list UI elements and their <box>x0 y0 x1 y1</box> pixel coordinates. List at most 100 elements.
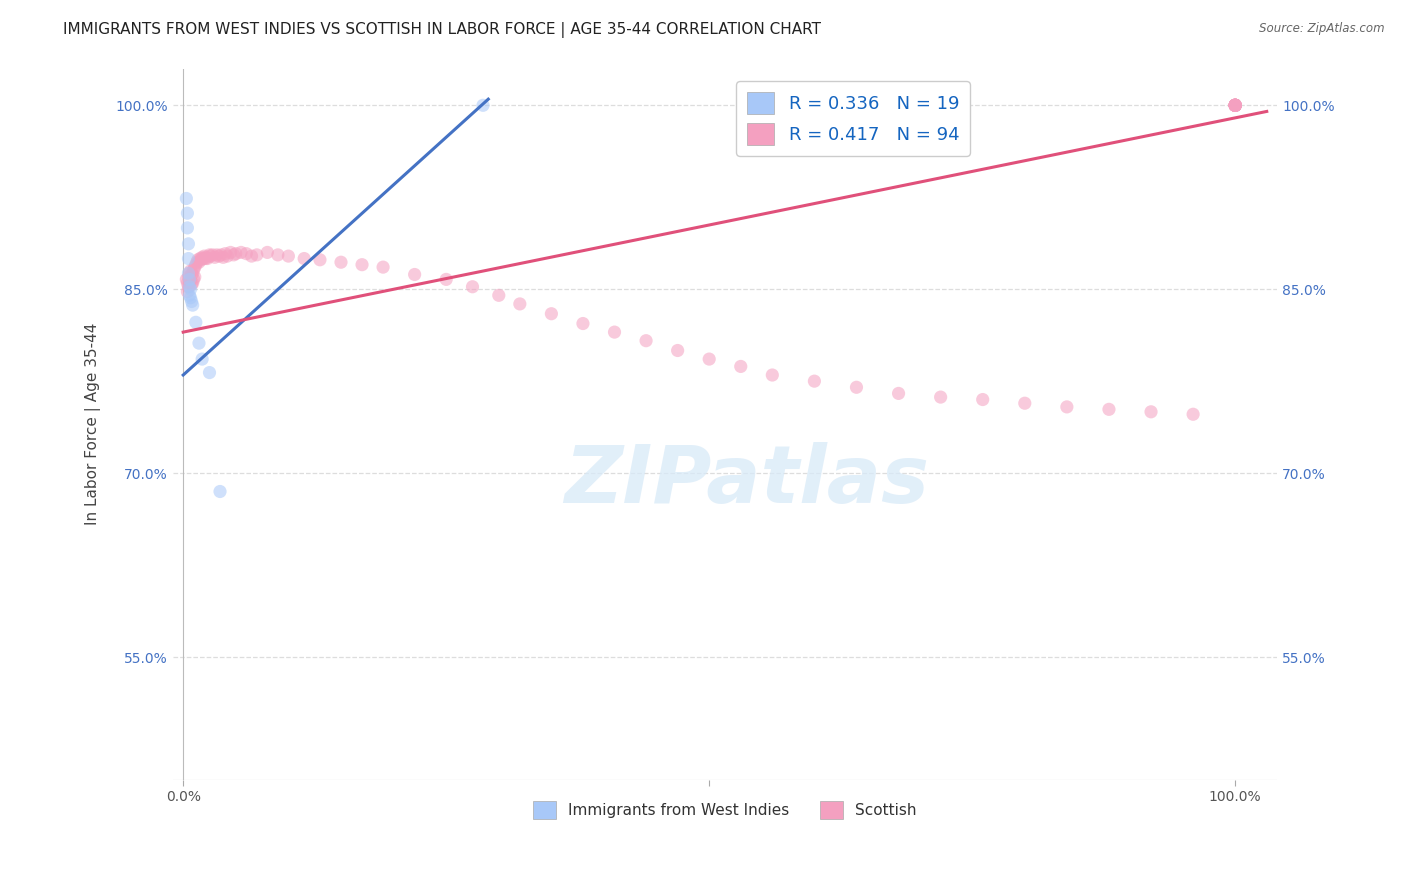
Point <box>1225 98 1247 112</box>
Y-axis label: In Labor Force | Age 35-44: In Labor Force | Age 35-44 <box>86 323 101 525</box>
Point <box>184 269 207 284</box>
Point <box>350 258 373 272</box>
Point <box>256 245 278 260</box>
Point <box>208 484 231 499</box>
Point <box>176 272 198 286</box>
Point <box>176 276 198 290</box>
Point <box>194 252 217 266</box>
Point <box>177 269 200 284</box>
Point <box>214 246 236 260</box>
Point <box>187 252 209 267</box>
Text: IMMIGRANTS FROM WEST INDIES VS SCOTTISH IN LABOR FORCE | AGE 35-44 CORRELATION C: IMMIGRANTS FROM WEST INDIES VS SCOTTISH … <box>63 22 821 38</box>
Point <box>1225 98 1247 112</box>
Point <box>472 98 495 112</box>
Point <box>217 249 239 263</box>
Point <box>184 258 207 272</box>
Point <box>177 236 200 251</box>
Point <box>176 220 198 235</box>
Point <box>188 255 211 269</box>
Point <box>540 307 562 321</box>
Point <box>188 252 211 266</box>
Point <box>205 248 228 262</box>
Point <box>509 297 531 311</box>
Point <box>434 272 457 286</box>
Point <box>180 294 202 309</box>
Point <box>181 298 204 312</box>
Point <box>180 268 202 282</box>
Point <box>461 279 484 293</box>
Point <box>193 249 215 263</box>
Point <box>229 245 252 260</box>
Point <box>1225 98 1247 112</box>
Point <box>887 386 910 401</box>
Point <box>179 266 201 280</box>
Point <box>1140 405 1163 419</box>
Point <box>1056 400 1078 414</box>
Point <box>212 250 235 264</box>
Point <box>183 272 205 286</box>
Point <box>180 282 202 296</box>
Point <box>1225 98 1247 112</box>
Point <box>181 276 204 290</box>
Point <box>191 250 214 264</box>
Point <box>292 252 315 266</box>
Point <box>1225 98 1247 112</box>
Point <box>193 252 215 266</box>
Point <box>198 248 221 262</box>
Text: ZIPatlas: ZIPatlas <box>565 442 929 520</box>
Point <box>183 262 205 277</box>
Point <box>225 246 247 260</box>
Point <box>179 288 201 302</box>
Point <box>267 248 290 262</box>
Point <box>200 249 222 263</box>
Point <box>603 325 626 339</box>
Point <box>176 285 198 299</box>
Point <box>222 248 245 262</box>
Point <box>1225 98 1247 112</box>
Point <box>761 368 783 382</box>
Point <box>572 317 595 331</box>
Point <box>1182 407 1205 421</box>
Point <box>730 359 752 374</box>
Point <box>188 336 211 351</box>
Point <box>803 374 825 388</box>
Point <box>191 352 214 367</box>
Point <box>177 279 200 293</box>
Point <box>235 246 257 260</box>
Text: Source: ZipAtlas.com: Source: ZipAtlas.com <box>1260 22 1385 36</box>
Point <box>184 315 207 329</box>
Point <box>309 252 332 267</box>
Point <box>197 252 219 266</box>
Point <box>404 268 426 282</box>
Point <box>195 250 218 264</box>
Point <box>371 260 394 274</box>
Point <box>184 260 207 274</box>
Point <box>179 272 201 286</box>
Point <box>1225 98 1247 112</box>
Point <box>1225 98 1247 112</box>
Point <box>204 250 226 264</box>
Point <box>246 248 269 262</box>
Point <box>1225 98 1247 112</box>
Point <box>177 266 200 280</box>
Point <box>240 249 263 263</box>
Point <box>929 390 952 404</box>
Point <box>1225 98 1247 112</box>
Point <box>697 352 720 367</box>
Point <box>180 277 202 292</box>
Point <box>1225 98 1247 112</box>
Point <box>1225 98 1247 112</box>
Point <box>180 291 202 305</box>
Point <box>180 274 202 288</box>
Point <box>201 248 224 262</box>
Point <box>972 392 994 407</box>
Point <box>190 252 212 267</box>
Point <box>330 255 353 269</box>
Point <box>176 206 198 220</box>
Point <box>1225 98 1247 112</box>
Point <box>181 266 204 280</box>
Point <box>488 288 510 302</box>
Point <box>277 249 299 263</box>
Point <box>636 334 658 348</box>
Point <box>1014 396 1036 410</box>
